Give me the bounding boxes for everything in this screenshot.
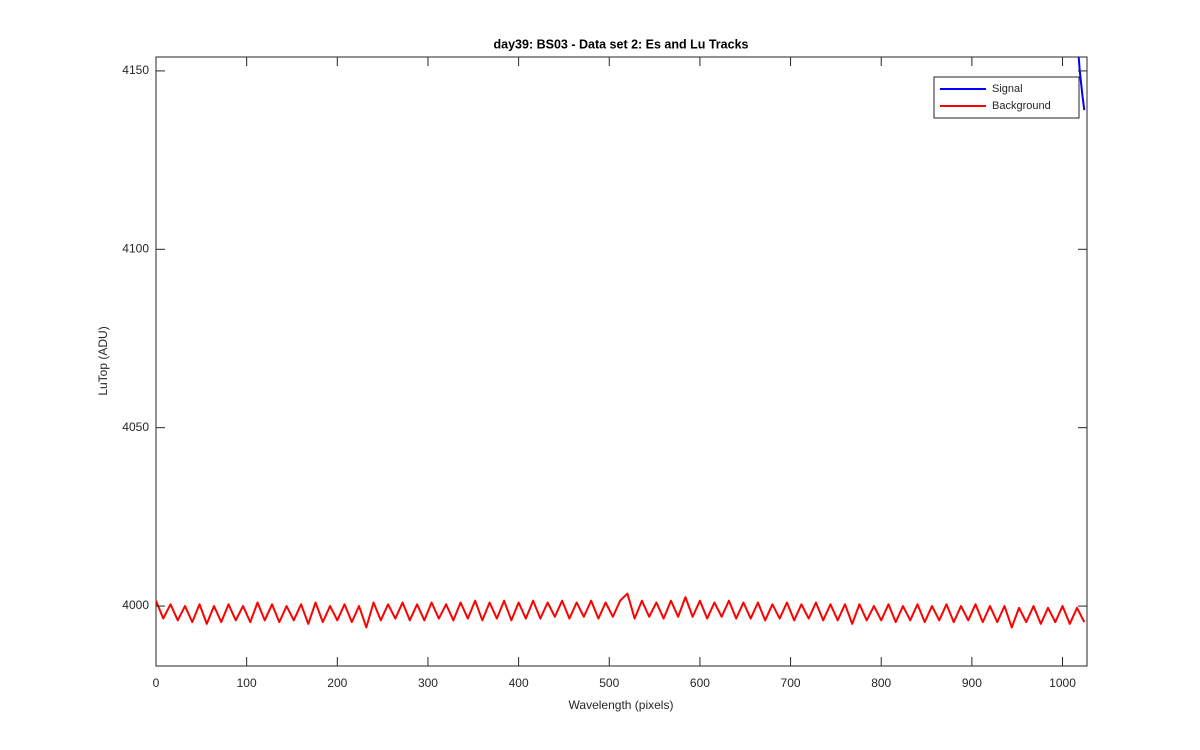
y-axis-label: LuTop (ADU)	[96, 326, 110, 395]
x-tick-label: 300	[418, 676, 438, 690]
y-tick-label: 4100	[122, 241, 149, 255]
x-tick-label: 900	[962, 676, 982, 690]
series-line	[1077, 57, 1086, 111]
x-tick-label: 200	[327, 676, 347, 690]
x-tick-label: 500	[599, 676, 619, 690]
plot-area	[155, 56, 1088, 667]
legend-label: Signal	[992, 83, 1023, 95]
x-tick-label: 1000	[1049, 676, 1076, 690]
x-tick-label: 600	[690, 676, 710, 690]
x-axis-label: Wavelength (pixels)	[569, 698, 674, 712]
y-tick-label: 4050	[122, 420, 149, 434]
x-tick-label: 400	[509, 676, 529, 690]
y-tick-label: 4150	[122, 63, 149, 77]
series-line	[156, 592, 1086, 629]
x-tick-label: 700	[781, 676, 801, 690]
legend-label: Background	[992, 100, 1051, 112]
legend-box	[933, 76, 1080, 119]
x-tick-label: 800	[871, 676, 891, 690]
chart-title: day39: BS03 - Data set 2: Es and Lu Trac…	[494, 37, 749, 51]
y-tick-label: 4000	[122, 598, 149, 612]
legend: Signal Background	[933, 76, 1080, 119]
plot-marks	[156, 57, 1086, 629]
x-tick-label: 0	[153, 676, 160, 690]
x-tick-label: 100	[237, 676, 257, 690]
